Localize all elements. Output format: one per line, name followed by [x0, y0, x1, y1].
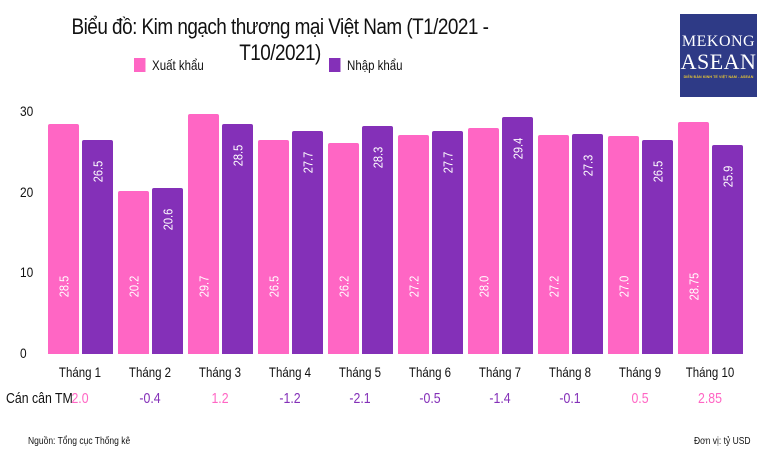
bar-value-label: 27.7 [440, 151, 455, 173]
x-tick-label: Tháng 7 [478, 364, 522, 380]
x-tick-label: Tháng 9 [618, 364, 662, 380]
trade-balance-value: 0.5 [631, 390, 649, 407]
legend-swatch-import [329, 58, 341, 72]
chart-title: Biểu đồ: Kim ngạch thương mại Việt Nam (… [71, 14, 489, 65]
bar-export: 28.0 [468, 128, 499, 354]
trade-balance-value: -0.4 [139, 390, 161, 407]
bar-value-label: 28.75 [686, 272, 701, 301]
bar-export: 27.0 [608, 136, 639, 354]
x-tick-label: Tháng 3 [198, 364, 242, 380]
source-note: Nguồn: Tổng cục Thống kê [28, 436, 131, 447]
trade-balance-value: -1.4 [489, 390, 511, 407]
bar-export: 20.2 [118, 191, 149, 354]
bar-value-label: 27.0 [616, 275, 631, 298]
bar-value-label: 28.5 [56, 275, 71, 298]
legend-item-import: Nhập khẩu [329, 57, 403, 73]
x-tick-label: Tháng 5 [338, 364, 382, 380]
bar-value-label: 26.5 [90, 160, 105, 183]
legend-label-export: Xuất khẩu [152, 57, 204, 73]
bar-import: 27.7 [292, 130, 323, 354]
bar-import: 25.9 [712, 145, 743, 354]
bar-export: 26.5 [258, 140, 289, 354]
trade-balance-value: 1.2 [211, 390, 229, 407]
bar-import: 20.6 [152, 187, 183, 354]
bar-value-label: 20.2 [126, 275, 141, 298]
legend-label-import: Nhập khẩu [347, 57, 403, 73]
trade-balance-value: 2.85 [698, 390, 722, 407]
legend-item-export: Xuất khẩu [134, 57, 204, 73]
bar-value-label: 20.6 [160, 208, 175, 231]
y-tick-label: 0 [20, 345, 27, 361]
trade-balance-value: -1.2 [279, 390, 301, 407]
x-tick-label: Tháng 8 [548, 364, 592, 380]
bar-value-label: 26.5 [650, 160, 665, 183]
bar-value-label: 28.3 [370, 146, 385, 168]
x-tick-label: Tháng 10 [685, 364, 735, 380]
trade-balance-label: Cán cân TM [6, 390, 73, 407]
unit-note: Đơn vị: tỷ USD [694, 436, 751, 447]
x-tick-label: Tháng 6 [408, 364, 452, 380]
bar-import: 27.7 [432, 130, 463, 354]
trade-balance-value: -2.1 [349, 390, 371, 407]
bar-value-label: 27.7 [300, 151, 315, 173]
bar-export: 29.7 [188, 114, 219, 354]
bar-export: 27.2 [538, 134, 569, 354]
x-tick-label: Tháng 4 [268, 364, 312, 380]
bar-export: 28.75 [678, 122, 709, 354]
bar-import: 26.5 [82, 140, 113, 354]
logo-line2: ASEAN [680, 48, 757, 74]
trade-balance-value: 2.0 [71, 390, 89, 407]
bar-value-label: 28.0 [476, 275, 491, 298]
bar-value-label: 27.3 [580, 154, 595, 177]
bar-export: 26.2 [328, 142, 359, 354]
bar-export: 28.5 [48, 124, 79, 354]
bar-import: 29.4 [502, 116, 533, 354]
bar-import: 26.5 [642, 140, 673, 354]
y-tick-label: 10 [20, 264, 34, 281]
y-tick-label: 30 [20, 103, 34, 119]
bar-value-label: 28.5 [230, 144, 245, 167]
trade-balance-value: -0.5 [419, 390, 441, 407]
x-tick-label: Tháng 2 [128, 364, 172, 380]
x-tick-label: Tháng 1 [58, 364, 102, 380]
mekong-asean-logo: MEKONG ASEAN DIỄN ĐÀN KINH TẾ VIỆT NAM -… [680, 14, 757, 97]
bar-value-label: 25.9 [720, 165, 735, 188]
bar-export: 27.2 [398, 134, 429, 354]
bar-import: 28.3 [362, 125, 393, 354]
bar-value-label: 26.2 [336, 275, 351, 298]
logo-line1: MEKONG [681, 32, 756, 50]
trade-balance-value: -0.1 [559, 390, 581, 407]
y-tick-label: 20 [20, 183, 34, 200]
bar-value-label: 29.7 [196, 275, 211, 298]
bar-value-label: 27.2 [406, 275, 421, 298]
legend-swatch-export [134, 58, 146, 72]
bar-import: 27.3 [572, 133, 603, 354]
logo-tagline: DIỄN ĐÀN KINH TẾ VIỆT NAM - ASEAN [683, 74, 754, 79]
bar-value-label: 29.4 [510, 137, 525, 160]
bar-value-label: 27.2 [546, 275, 561, 298]
bar-import: 28.5 [222, 124, 253, 354]
bar-value-label: 26.5 [266, 275, 281, 298]
